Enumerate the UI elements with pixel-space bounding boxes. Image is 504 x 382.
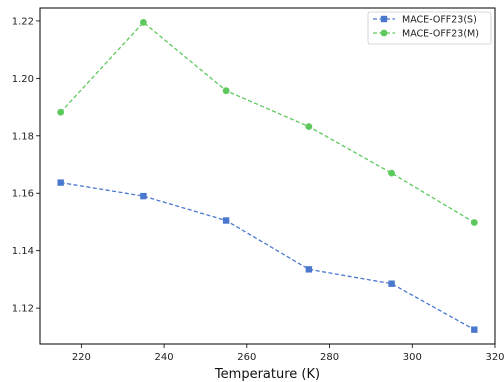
data-point bbox=[388, 280, 395, 287]
y-tick-label: 1.14 bbox=[12, 246, 34, 257]
legend-item: MACE-OFF23(S) bbox=[373, 15, 477, 26]
x-axis-ticks: 220 240 260 280 300 320 bbox=[72, 344, 504, 363]
x-tick-label: 240 bbox=[155, 352, 174, 363]
series-layer bbox=[57, 18, 478, 333]
x-tick-label: 260 bbox=[237, 352, 256, 363]
legend-marker bbox=[380, 29, 388, 37]
series-line bbox=[60, 181, 475, 331]
plot-area bbox=[39, 7, 496, 345]
legend-label: MACE-OFF23(M) bbox=[402, 29, 479, 40]
legend-marker bbox=[380, 15, 388, 23]
series-1 bbox=[57, 179, 478, 333]
legend-label: MACE-OFF23(S) bbox=[402, 15, 477, 26]
data-point bbox=[305, 123, 313, 131]
x-axis-label: Temperature (K) bbox=[214, 367, 320, 382]
data-point bbox=[222, 87, 230, 95]
y-tick-label: 1.18 bbox=[12, 131, 34, 142]
y-tick-label: 1.12 bbox=[12, 304, 34, 315]
x-tick-label: 300 bbox=[403, 352, 422, 363]
series-2 bbox=[57, 18, 478, 226]
data-point bbox=[140, 192, 147, 200]
legend: MACE-OFF23(S) MACE-OFF23(M) bbox=[367, 11, 492, 45]
series-line bbox=[60, 21, 475, 224]
y-tick-label: 1.22 bbox=[12, 16, 34, 27]
x-tick-label: 320 bbox=[485, 352, 504, 363]
data-point bbox=[305, 266, 313, 273]
y-axis-ticks: 1.12 1.14 1.16 1.18 1.20 1.22 bbox=[12, 16, 40, 315]
data-point bbox=[470, 219, 478, 226]
x-tick-label: 220 bbox=[72, 352, 91, 363]
legend-box bbox=[367, 11, 492, 45]
data-point bbox=[222, 217, 230, 224]
data-point bbox=[57, 179, 64, 186]
data-point bbox=[57, 108, 65, 116]
legend-item: MACE-OFF23(M) bbox=[373, 29, 479, 40]
data-point bbox=[388, 169, 395, 177]
y-tick-label: 1.16 bbox=[12, 189, 34, 200]
y-tick-label: 1.20 bbox=[12, 74, 34, 85]
x-tick-label: 280 bbox=[320, 352, 339, 363]
data-point bbox=[140, 18, 147, 26]
data-point bbox=[471, 326, 478, 333]
